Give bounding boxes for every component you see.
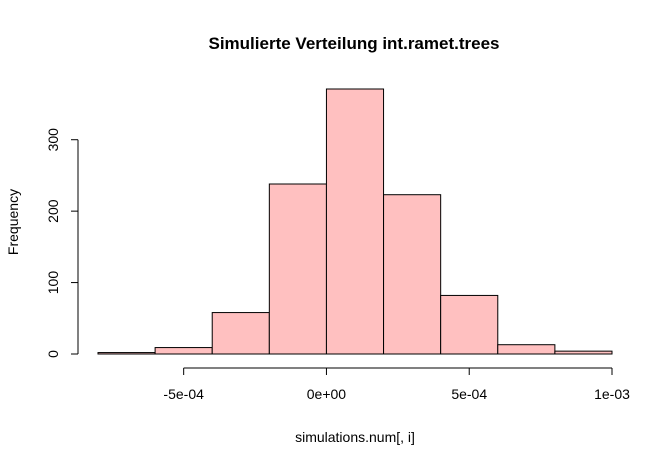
y-tick-label: 0 <box>45 350 61 358</box>
chart-title: Simulierte Verteilung int.ramet.trees <box>209 34 500 53</box>
x-axis: -5e-04 0e+00 5e-04 1e-03 <box>163 367 630 402</box>
histogram-bar <box>268 183 327 355</box>
histogram-bar <box>154 347 213 355</box>
x-tick-label: 1e-03 <box>594 386 630 402</box>
histogram-bar <box>497 344 556 355</box>
x-tick-label: 5e-04 <box>451 386 487 402</box>
y-tick-label: 200 <box>45 199 61 223</box>
histogram-bars <box>97 88 613 355</box>
x-tick-label: 0e+00 <box>307 386 347 402</box>
y-tick-label: 300 <box>45 128 61 152</box>
x-axis-label: simulations.num[, i] <box>295 429 415 445</box>
histogram-bar <box>554 350 613 355</box>
histogram-bar <box>440 294 499 355</box>
y-axis: 0 100 200 300 <box>45 128 79 358</box>
y-tick-label: 100 <box>45 271 61 295</box>
x-tick-label: -5e-04 <box>163 386 204 402</box>
histogram-bar <box>325 88 385 355</box>
histogram-bar <box>211 312 270 355</box>
histogram-bar <box>383 194 442 355</box>
y-axis-label: Frequency <box>5 189 21 255</box>
histogram-bar <box>97 352 156 355</box>
